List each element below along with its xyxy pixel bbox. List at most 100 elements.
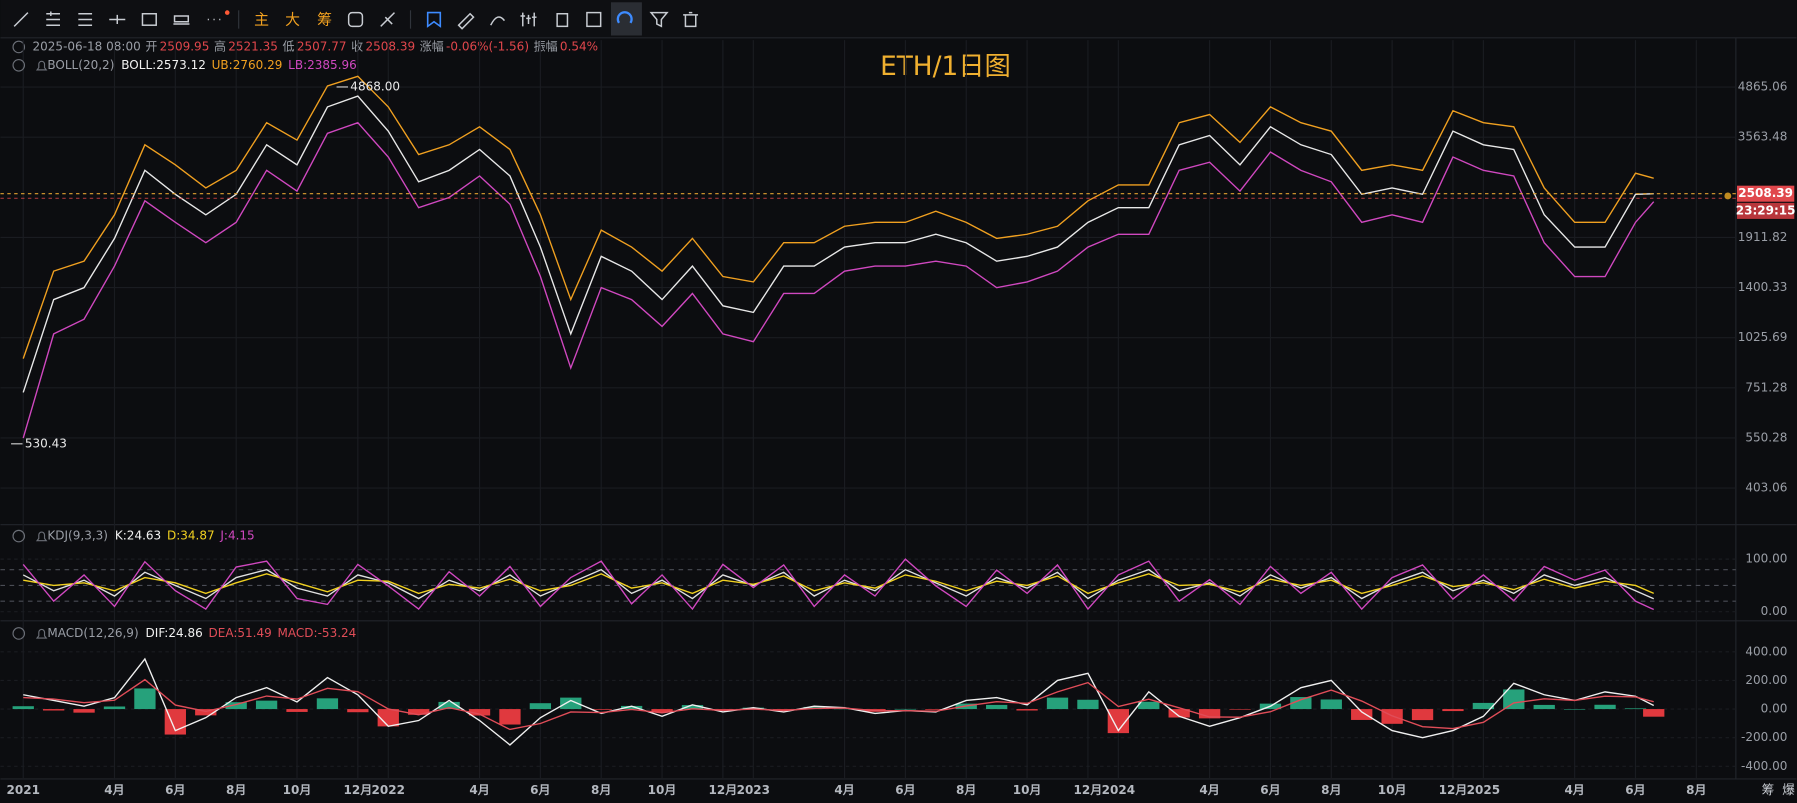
histogram-bar [894, 708, 917, 710]
tool-parallel[interactable] [46, 11, 60, 26]
footer-button[interactable]: 筹 [1762, 782, 1775, 797]
histogram-bar [195, 709, 217, 716]
y-tick-label: 3563.48 [1738, 130, 1788, 144]
x-tick-label: 6月 [530, 783, 550, 797]
tool-channel[interactable] [78, 13, 93, 26]
annotation-label: 530.43 [25, 436, 67, 450]
indicator-name: MACD(12,26,9) [47, 626, 138, 640]
tool-delete[interactable] [683, 11, 699, 28]
y-tick-label: 400.00 [1745, 644, 1787, 658]
y-tick-label: -400.00 [1741, 759, 1787, 773]
info-text: 2521.35 [228, 39, 278, 53]
tool-active-bg [610, 2, 642, 36]
tool-bookmark[interactable] [426, 11, 442, 28]
tool-pen[interactable] [490, 16, 506, 26]
histogram-bar [1351, 709, 1373, 720]
series-line [22, 95, 1654, 393]
histogram-bar [408, 709, 430, 715]
histogram-bar [925, 709, 947, 710]
tool-rect[interactable] [141, 13, 157, 26]
series-line [22, 75, 1654, 359]
info-text: 2509.95 [160, 39, 210, 53]
last-price-dot [1724, 192, 1732, 200]
x-tick-label: 12月 [709, 783, 738, 797]
info-text: 低 [283, 39, 295, 53]
indicator-readout: J:4.15 [219, 529, 254, 543]
indicator-name: KDJ(9,3,3) [47, 529, 108, 543]
histogram-bar [1411, 709, 1434, 721]
histogram-bar [1320, 699, 1342, 710]
pane: KDJ(9,3,3) K:24.63 D:34.87 J:4.15 100.00 0.00 [0, 529, 1787, 618]
histogram-bar [255, 700, 278, 710]
tool-button[interactable]: 大 [285, 11, 300, 29]
indicator-readout: K:24.63 [115, 529, 161, 543]
info-text: 振幅 [534, 38, 558, 53]
histogram-bar [1198, 709, 1221, 719]
x-tick-label: 8月 [226, 783, 246, 797]
histogram-bar [1442, 709, 1464, 712]
histogram-bar [1643, 709, 1665, 717]
x-tick-label: 10月 [283, 783, 312, 797]
tool-hline[interactable] [109, 14, 126, 25]
histogram-bar [1107, 709, 1129, 734]
x-tick-label: 10月 [1013, 783, 1042, 797]
histogram-bar [651, 709, 673, 713]
x-tick-label: 4月 [1564, 783, 1584, 797]
tool-note[interactable] [586, 11, 602, 28]
tool-ruler[interactable] [173, 15, 190, 25]
x-tick-label: 4月 [469, 783, 489, 797]
tool-clip[interactable] [556, 13, 569, 28]
x-tick-label: 12月 [1439, 783, 1468, 797]
histogram-bar [1594, 704, 1616, 710]
collapse-icon [12, 58, 26, 72]
histogram-bar [1503, 689, 1525, 710]
x-tick-label: 6月 [1625, 783, 1645, 797]
indicator-readout: DIF:24.86 [146, 626, 203, 640]
indicator-readout: UB:2760.29 [212, 58, 283, 72]
histogram-bar [286, 709, 308, 712]
series-line [22, 568, 1655, 600]
badge [224, 10, 230, 15]
histogram-bar [1624, 708, 1647, 710]
countdown-tag [1737, 202, 1795, 219]
tool-button[interactable]: 主 [254, 11, 269, 29]
tool-measure[interactable] [457, 12, 475, 30]
y-tick-label: 1911.82 [1738, 230, 1788, 244]
series-line [23, 678, 1654, 731]
pane: BOLL(20,2) BOLL:2573.12 UB:2760.29 LB:2385.… [0, 58, 1796, 495]
histogram-bar [529, 703, 552, 710]
histogram-bar [225, 702, 247, 710]
x-tick-label: 2024 [1102, 783, 1135, 797]
histogram-bar [590, 709, 612, 710]
histogram-bar [833, 708, 856, 710]
info-text: 0.54% [560, 39, 598, 53]
tool-magnet[interactable] [616, 11, 633, 24]
tool-brush[interactable] [380, 12, 396, 27]
x-tick-label: 2025 [1467, 783, 1500, 797]
tool-candles[interactable] [520, 12, 537, 27]
histogram-bar [986, 704, 1008, 710]
y-tick-label: 403.06 [1745, 481, 1787, 495]
histogram-bar [1290, 697, 1312, 710]
collapse-icon [12, 40, 26, 54]
histogram-bar [1138, 701, 1160, 710]
price-tag [1737, 185, 1795, 202]
tool-sync[interactable] [347, 11, 364, 28]
y-tick-label: 1400.33 [1738, 280, 1788, 294]
y-tick-label: -200.00 [1741, 730, 1787, 744]
histogram-bar [560, 697, 582, 710]
tool-line[interactable] [13, 12, 29, 27]
y-tick-label: 550.28 [1745, 430, 1787, 444]
chart-title: ETH/1日图 [880, 52, 1011, 82]
x-tick-label: 4月 [1199, 783, 1219, 797]
alert-icon [35, 628, 48, 639]
indicator-readout: MACD:-53.24 [278, 626, 357, 640]
histogram-bar [1563, 709, 1586, 710]
footer-button[interactable]: 爆 [1782, 782, 1795, 797]
info-text: 开 [145, 39, 157, 53]
toolbar: 主 大 筹 [0, 0, 1797, 39]
tool-button[interactable]: 筹 [317, 11, 332, 29]
y-tick-label: 1025.69 [1738, 330, 1788, 344]
tool-filter[interactable] [649, 11, 669, 28]
